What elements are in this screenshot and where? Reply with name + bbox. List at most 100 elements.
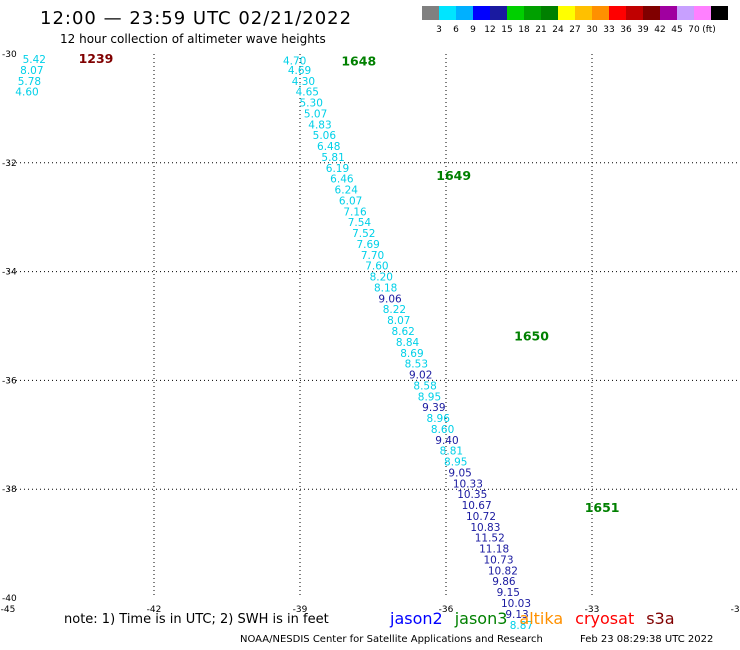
scale-label: 27 <box>569 25 580 35</box>
scale-swatch <box>643 6 660 20</box>
wave-height-value: 8.07 <box>20 65 43 77</box>
lat-tick-label: -38 <box>2 485 17 495</box>
wave-height-value: 8.60 <box>431 424 454 436</box>
scale-label: 21 <box>535 25 546 35</box>
wave-height-value: 8.87 <box>510 620 533 632</box>
footer-note: note: 1) Time is in UTC; 2) SWH is in fe… <box>64 612 329 627</box>
wave-height-value: 7.70 <box>361 250 384 262</box>
wave-height-value: 8.95 <box>418 391 441 403</box>
wave-height-value: 10.82 <box>488 565 518 577</box>
satellite-legend-jason3: jason3 <box>454 609 508 628</box>
scale-label: 30 <box>586 25 598 35</box>
wave-height-value: 11.52 <box>475 533 505 545</box>
wave-height-value: 4.60 <box>15 87 38 99</box>
wave-height-value: 8.81 <box>440 446 463 458</box>
wave-height-value: 7.54 <box>348 217 372 229</box>
scale-label: 3 <box>436 25 442 35</box>
lon-tick-label: -42 <box>147 605 162 615</box>
wave-height-value: 9.06 <box>378 293 402 305</box>
lon-tick-label: -33 <box>585 605 600 615</box>
pass-time-label: 1649 <box>436 168 471 183</box>
scale-label: 15 <box>501 25 512 35</box>
lat-tick-label: -40 <box>2 594 17 604</box>
wave-height-value: 4.69 <box>288 65 311 77</box>
wave-height-value: 10.03 <box>501 598 531 610</box>
wave-height-value: 9.02 <box>409 370 432 382</box>
scale-label: 70 <box>688 25 700 35</box>
wave-height-value: 7.60 <box>365 261 388 273</box>
scale-swatch <box>677 6 694 20</box>
pass-time-label: 1239 <box>79 51 114 66</box>
wave-height-value: 10.72 <box>466 511 496 523</box>
wave-height-value: 4.65 <box>296 87 319 99</box>
lon-tick-label: -30 <box>731 605 740 615</box>
wave-height-value: 5.07 <box>304 108 327 120</box>
scale-swatch <box>473 6 490 20</box>
pass-time-label: 1648 <box>341 54 376 69</box>
satellite-legend-jason2: jason2 <box>390 609 443 628</box>
scale-label: 39 <box>637 25 649 35</box>
wave-height-value: 8.96 <box>427 413 451 425</box>
wave-height-value: 5.06 <box>313 130 337 142</box>
scale-swatch <box>609 6 626 20</box>
scale-label: 6 <box>453 25 459 35</box>
scale-label: 24 <box>552 25 564 35</box>
scale-label: 9 <box>470 25 476 35</box>
wave-height-value: 9.15 <box>497 587 520 599</box>
wave-height-value: 5.30 <box>300 98 323 110</box>
wave-height-value: 9.39 <box>422 402 445 414</box>
pass-time-label: 1650 <box>514 328 549 343</box>
scale-swatch <box>422 6 439 20</box>
satellite-legend-cryosat: cryosat <box>575 609 635 628</box>
credit-text: NOAA/NESDIS Center for Satellite Applica… <box>240 634 543 645</box>
scale-swatch <box>558 6 575 20</box>
scale-swatch <box>694 6 711 20</box>
scale-label: 42 <box>654 25 665 35</box>
wave-height-value: 6.07 <box>339 195 362 207</box>
scale-swatch <box>592 6 609 20</box>
lat-tick-label: -36 <box>2 376 17 386</box>
wave-height-value: 8.58 <box>413 380 436 392</box>
wave-height-value: 9.05 <box>448 467 471 479</box>
pass-time-label: 1651 <box>585 500 620 515</box>
scale-label: 45 <box>671 25 682 35</box>
wave-height-value: 5.78 <box>18 76 41 88</box>
wave-height-value: 8.18 <box>374 282 397 294</box>
satellite-legend-altika: altika <box>519 609 564 628</box>
wave-height-value: 10.67 <box>462 500 492 512</box>
wave-height-value: 11.18 <box>479 544 509 556</box>
scale-swatch <box>524 6 541 20</box>
wave-height-value: 6.46 <box>330 174 354 186</box>
wave-height-value: 10.35 <box>457 489 487 501</box>
wave-height-value: 8.22 <box>383 304 406 316</box>
wave-height-value: 8.62 <box>391 326 414 338</box>
wave-height-value: 5.42 <box>23 54 46 66</box>
lon-tick-label: -39 <box>293 605 308 615</box>
wave-height-value: 8.07 <box>387 315 410 327</box>
wave-height-value: 7.69 <box>356 239 379 251</box>
lat-tick-label: -30 <box>2 50 17 60</box>
timestamp-text: Feb 23 08:29:38 UTC 2022 <box>580 634 714 645</box>
scale-label: 12 <box>484 25 495 35</box>
wave-height-value: 6.19 <box>326 163 349 175</box>
satellite-legend-s3a: s3a <box>646 609 675 628</box>
satellite-legend: jason2 jason3 altika cryosat s3a <box>390 609 687 628</box>
lon-tick-label: -36 <box>439 605 454 615</box>
scale-swatch <box>660 6 677 20</box>
scale-swatch <box>626 6 643 20</box>
scale-swatch <box>490 6 507 20</box>
wave-height-value: 10.73 <box>483 554 513 566</box>
wave-height-value: 8.95 <box>444 457 467 469</box>
wave-height-value: 10.33 <box>453 478 483 490</box>
scale-label: 33 <box>603 25 614 35</box>
wave-height-value: 6.24 <box>335 185 359 197</box>
wave-height-value: 4.70 <box>283 56 306 68</box>
wave-height-value: 9.86 <box>492 576 516 588</box>
scale-swatch <box>507 6 524 20</box>
wave-height-value: 10.83 <box>470 522 500 534</box>
wave-height-value: 9.13 <box>505 609 528 621</box>
scale-swatch <box>575 6 592 20</box>
scale-label: 18 <box>518 25 530 35</box>
lon-tick-label: -45 <box>1 605 16 615</box>
